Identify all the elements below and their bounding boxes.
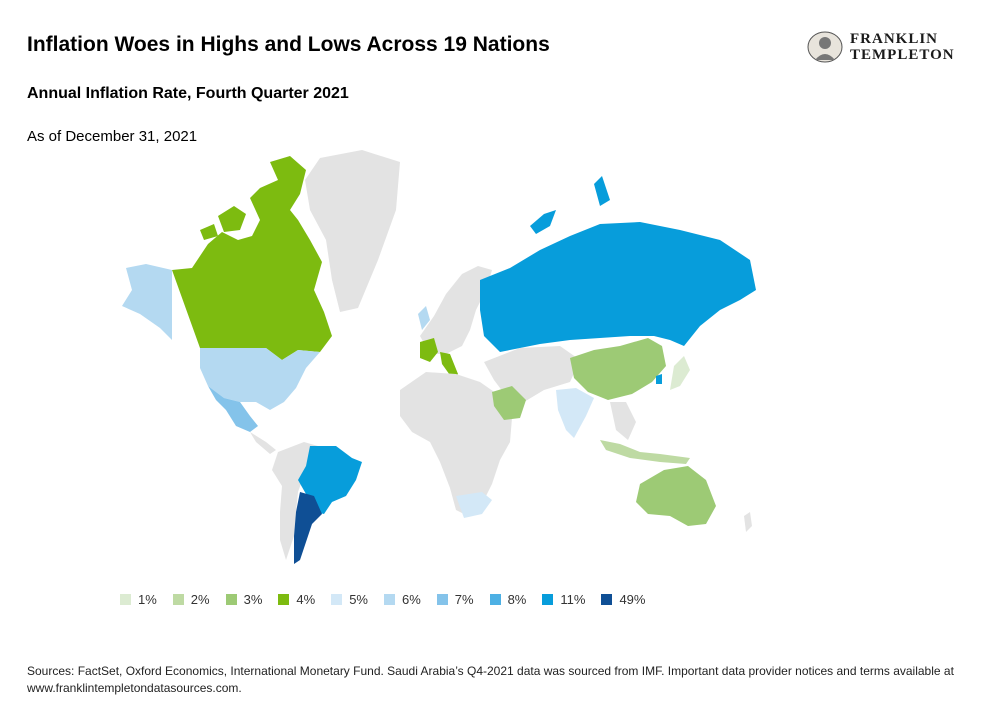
- legend-swatch: [120, 594, 131, 605]
- legend-label: 8%: [507, 592, 527, 607]
- italy: [440, 352, 458, 378]
- legend-swatch: [278, 594, 290, 605]
- sources-note: Sources: FactSet, Oxford Economics, Inte…: [27, 664, 954, 695]
- argentina: [294, 492, 322, 564]
- legend-item: 2%: [172, 592, 210, 607]
- legend-swatch: [436, 594, 448, 605]
- page-title: Inflation Woes in Highs and Lows Across …: [27, 33, 550, 56]
- legend-label: 6%: [401, 592, 421, 607]
- legend-label: 3%: [243, 592, 263, 607]
- europe: [420, 266, 492, 354]
- legend-label: 5%: [349, 592, 368, 607]
- chart-subtitle: Annual Inflation Rate, Fourth Quarter 20…: [27, 85, 349, 102]
- legend-label: 49%: [619, 592, 646, 607]
- legend-item: 3%: [225, 592, 263, 607]
- legend-swatch: [542, 594, 554, 605]
- united-states: [200, 348, 320, 410]
- greenland: [305, 150, 400, 312]
- indonesia: [600, 440, 690, 464]
- legend-label: 2%: [190, 592, 210, 607]
- south-africa: [456, 492, 492, 518]
- legend-label: 1%: [138, 592, 157, 607]
- legend-item: 6%: [383, 592, 421, 607]
- legend-item: 7%: [436, 592, 474, 607]
- legend-label: 7%: [454, 592, 474, 607]
- russia: [480, 222, 756, 352]
- china: [570, 338, 666, 400]
- legend-swatch: [489, 594, 501, 605]
- legend-item: 8%: [489, 592, 527, 607]
- south-korea: [656, 374, 662, 384]
- australia: [636, 466, 716, 526]
- franklin-templeton-logo: FRANKLIN TEMPLETON: [806, 30, 966, 70]
- legend-swatch: [225, 594, 237, 605]
- logo-wordmark: FRANKLIN TEMPLETON: [850, 31, 955, 63]
- legend: 1% 2% 3% 4% 5% 6% 7% 8% 11% 49%: [120, 592, 661, 607]
- japan: [670, 356, 690, 390]
- south-america-other: [272, 442, 322, 560]
- mexico: [208, 386, 258, 432]
- canada: [172, 156, 332, 360]
- legend-item: 1%: [120, 592, 157, 607]
- africa: [400, 372, 512, 516]
- central-america: [250, 432, 276, 454]
- alaska: [122, 264, 172, 340]
- legend-item: 5%: [331, 592, 368, 607]
- legend-swatch: [601, 594, 613, 605]
- legend-label: 4%: [296, 592, 316, 607]
- southeast-asia: [610, 402, 636, 440]
- legend-swatch: [172, 594, 184, 605]
- legend-swatch: [383, 594, 395, 605]
- legend-label: 11%: [560, 592, 586, 607]
- legend-item: 11%: [542, 592, 585, 607]
- legend-item: 4%: [278, 592, 315, 607]
- india: [556, 388, 594, 438]
- france: [420, 338, 438, 362]
- russia-arctic-islands: [530, 176, 610, 234]
- legend-swatch: [331, 594, 343, 605]
- legend-item: 49%: [601, 592, 645, 607]
- as-of-date: As of December 31, 2021: [27, 128, 198, 145]
- world-map: [122, 150, 756, 564]
- canada-islands: [200, 206, 246, 240]
- uk: [418, 306, 430, 330]
- saudi-arabia: [492, 386, 526, 420]
- seal-icon: [807, 31, 843, 63]
- new-zealand: [744, 512, 752, 532]
